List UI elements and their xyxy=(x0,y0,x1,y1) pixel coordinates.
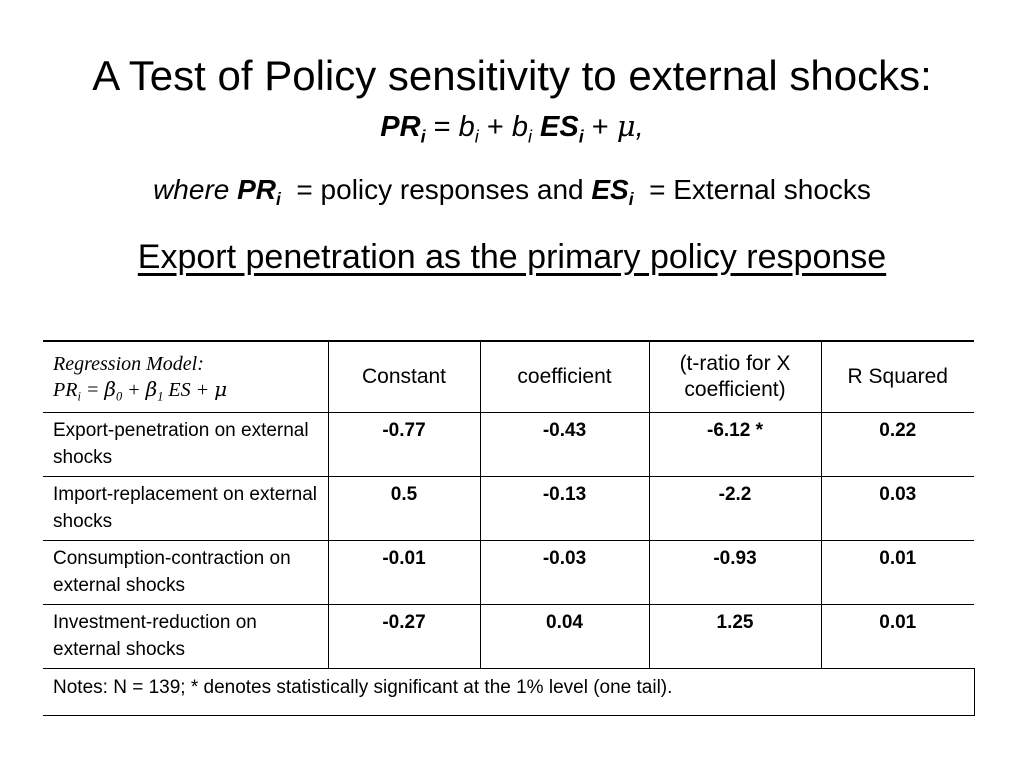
slide-title: A Test of Policy sensitivity to external… xyxy=(92,52,932,99)
header-constant: Constant xyxy=(327,340,481,413)
table-row: Export-penetration on external shocks -0… xyxy=(43,412,974,477)
regression-model-equation: PRi = β0 + β1 ES + μ xyxy=(53,377,318,403)
model-beta1-sub: 1 xyxy=(157,388,164,403)
model-plus-2: + xyxy=(190,378,215,401)
where-mid-text: = policy responses and xyxy=(280,174,592,205)
model-beta0-sub: 0 xyxy=(115,388,123,403)
table-row: Consumption-contraction on external shoc… xyxy=(43,540,974,605)
where-es: ES xyxy=(591,174,629,205)
model-beta0: β xyxy=(104,376,116,401)
formula-comma: , xyxy=(635,111,644,143)
table-header-row: Regression Model: PRi = β0 + β1 ES + μ C… xyxy=(43,340,974,413)
model-equals: = xyxy=(80,378,105,401)
where-es-sub: i xyxy=(628,189,634,210)
formula-mu: μ xyxy=(616,109,636,143)
r-squared-value: 0.03 xyxy=(820,476,974,541)
formula-b1-sub: i xyxy=(474,126,479,147)
table-row: Import-replacement on external shocks 0.… xyxy=(43,476,974,541)
coefficient-value: -0.43 xyxy=(479,412,650,477)
coefficient-value: -0.03 xyxy=(479,540,650,605)
formula-pr: PR xyxy=(380,111,421,143)
header-coefficient: coefficient xyxy=(479,340,650,413)
formula-plus-1: + xyxy=(478,111,512,143)
coefficient-value: 0.04 xyxy=(479,604,650,669)
table-notes: Notes: N = 139; * denotes statistically … xyxy=(43,668,975,716)
formula-b1: b xyxy=(458,111,475,143)
r-squared-value: 0.01 xyxy=(820,540,974,605)
formula-es: ES xyxy=(531,111,579,143)
model-plus-1: + xyxy=(122,378,146,401)
constant-value: -0.01 xyxy=(327,540,481,605)
formula-b2-sub: i xyxy=(527,126,532,147)
model-formula: PRi = bi + bi ESi + μ, xyxy=(0,108,1024,145)
formula-b2: b xyxy=(511,111,528,143)
model-pr: PR xyxy=(53,378,78,401)
model-es: ES xyxy=(163,378,191,401)
t-ratio-value: -0.93 xyxy=(648,540,822,605)
regression-model-label: Regression Model: xyxy=(53,352,204,375)
t-ratio-value: -2.2 xyxy=(648,476,822,541)
model-pr-sub: i xyxy=(77,388,81,403)
where-pr-sub: i xyxy=(276,189,281,210)
table-row: Investment-reduction on external shocks … xyxy=(43,604,974,669)
formula-pr-sub: i xyxy=(420,126,426,147)
formula-equals: = xyxy=(425,111,459,143)
constant-value: 0.5 xyxy=(327,476,481,541)
where-pr: PR xyxy=(237,174,277,205)
coefficient-value: -0.13 xyxy=(479,476,650,541)
where-definition: where PRi = policy responses and ESi = E… xyxy=(0,170,1024,210)
constant-value: -0.77 xyxy=(327,412,481,477)
regression-model-cell: Regression Model: PRi = β0 + β1 ES + μ xyxy=(43,340,329,413)
t-ratio-value: -6.12 * xyxy=(648,412,822,477)
regression-table: Regression Model: PRi = β0 + β1 ES + μ C… xyxy=(43,340,975,716)
t-ratio-value: 1.25 xyxy=(648,604,822,669)
formula-es-sub: i xyxy=(578,126,584,147)
row-label: Export-penetration on external shocks xyxy=(43,412,329,477)
where-end-text: = External shocks xyxy=(633,174,871,205)
header-r-squared: R Squared xyxy=(820,340,974,413)
row-label: Consumption-contraction on external shoc… xyxy=(43,540,329,605)
formula-plus-2: + xyxy=(583,111,617,143)
table-notes-row: Notes: N = 139; * denotes statistically … xyxy=(43,668,975,716)
r-squared-value: 0.22 xyxy=(820,412,974,477)
r-squared-value: 0.01 xyxy=(820,604,974,669)
model-mu: μ xyxy=(214,376,228,401)
slide-subtitle: Export penetration as the primary policy… xyxy=(137,238,887,276)
row-label: Investment-reduction on external shocks xyxy=(43,604,329,669)
constant-value: -0.27 xyxy=(327,604,481,669)
model-beta1: β xyxy=(145,376,158,401)
where-word: where xyxy=(153,174,238,205)
header-t-ratio: (t-ratio for X coefficient) xyxy=(648,340,822,413)
row-label: Import-replacement on external shocks xyxy=(43,476,329,541)
